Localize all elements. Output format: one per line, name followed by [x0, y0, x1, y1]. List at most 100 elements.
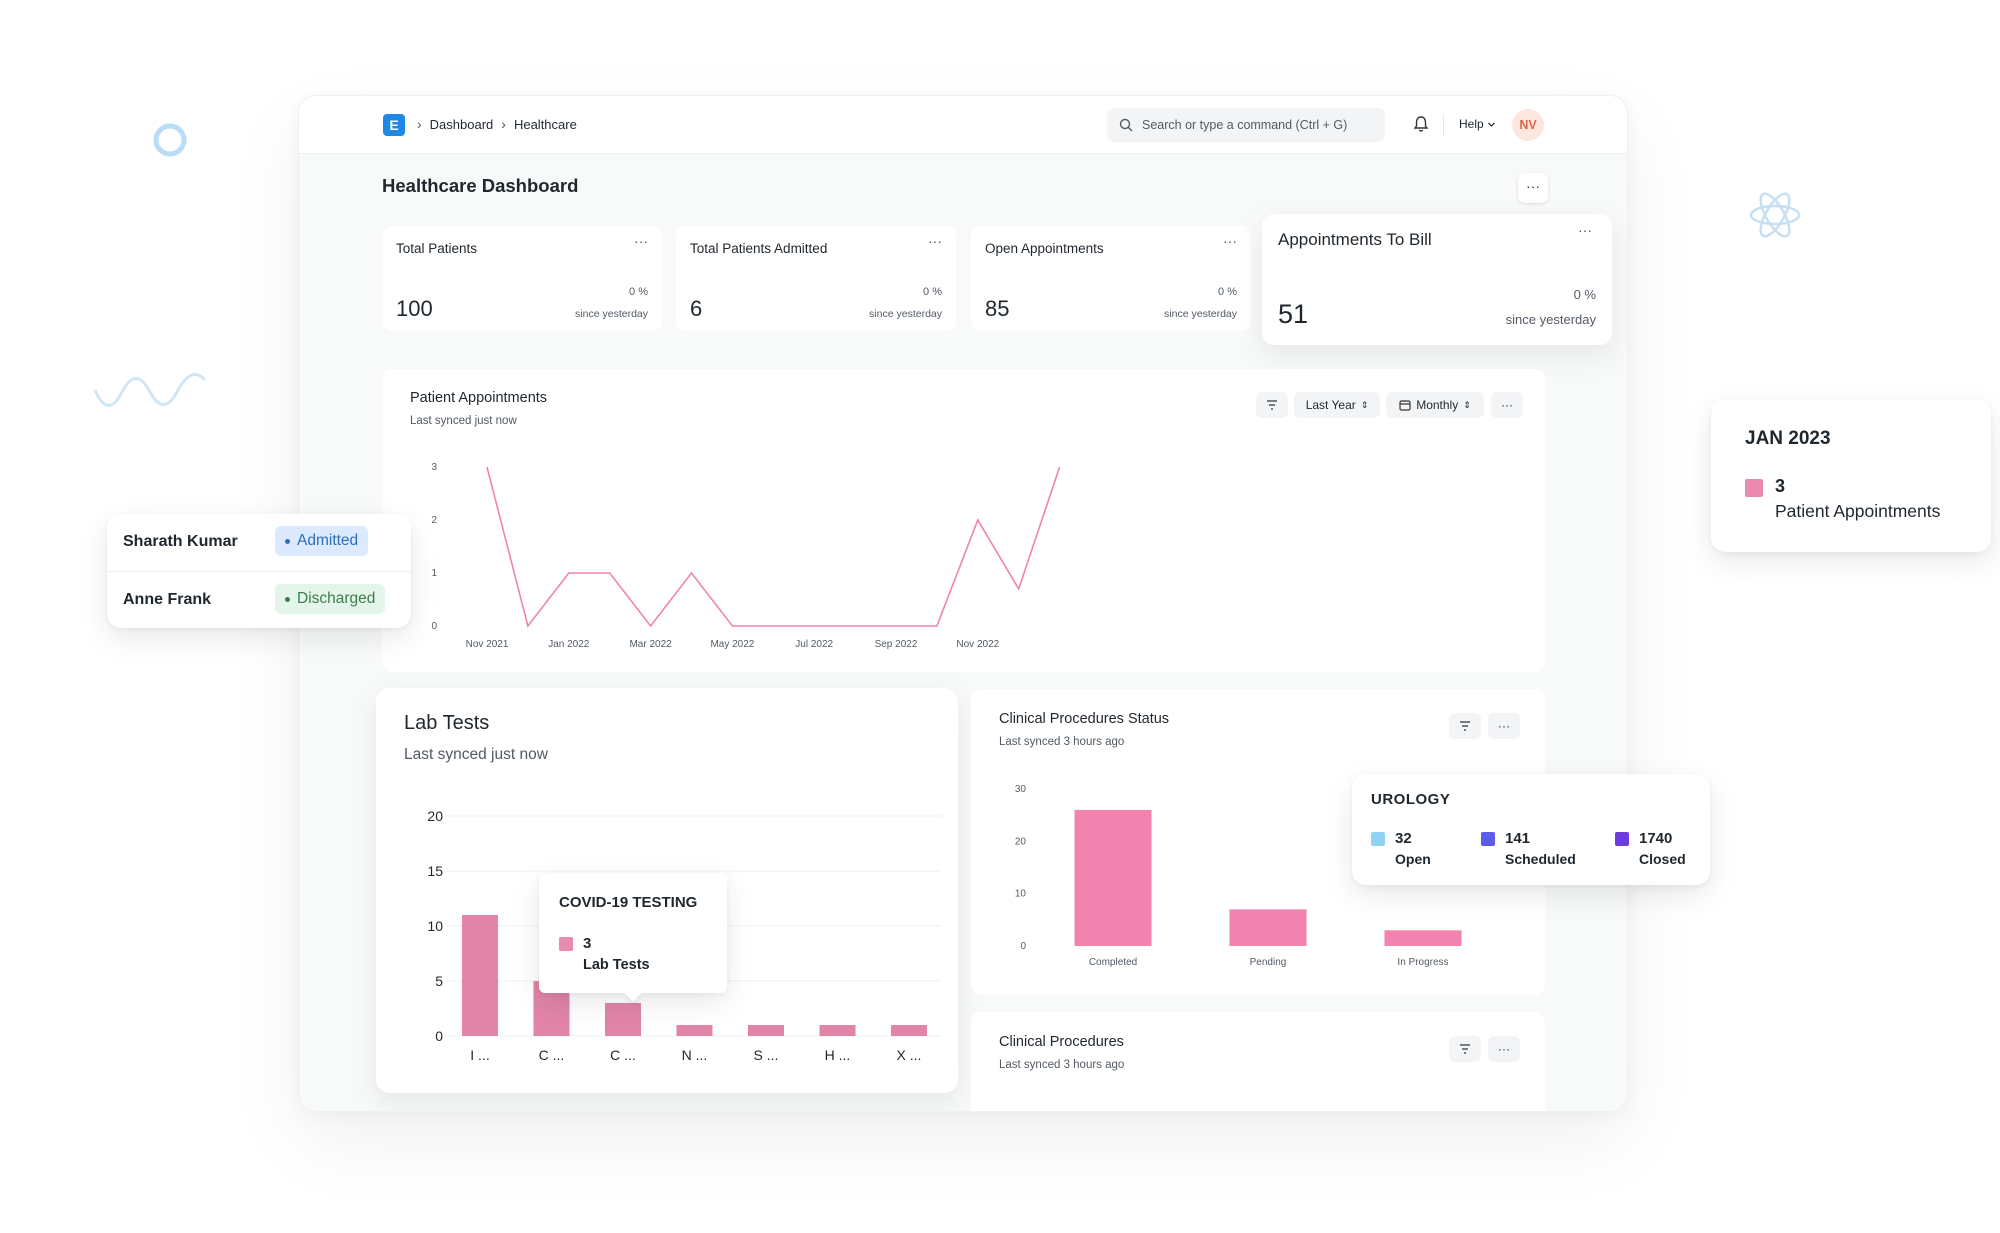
tooltip-title: COVID-19 TESTING [559, 894, 698, 911]
stat-card-patients-admitted[interactable]: Total Patients Admitted ··· 6 0 % since … [676, 226, 956, 331]
search-placeholder: Search or type a command (Ctrl + G) [1142, 118, 1348, 132]
y-tick-label: 20 [1015, 836, 1027, 847]
x-tick-label: S ... [754, 1047, 779, 1063]
y-tick-label: 15 [427, 863, 443, 879]
legend-swatch [1745, 479, 1763, 497]
x-tick-label: X ... [897, 1047, 922, 1063]
search-input[interactable]: Search or type a command (Ctrl + G) [1107, 108, 1385, 142]
card-menu-button[interactable]: ··· [634, 233, 648, 249]
bar [1074, 809, 1152, 946]
urology-label-closed: Closed [1639, 851, 1686, 867]
chart-title: Lab Tests [404, 712, 490, 734]
bar [819, 1025, 856, 1036]
search-icon [1119, 118, 1133, 132]
y-tick-label: 20 [427, 808, 443, 824]
status-label: Admitted [297, 532, 359, 549]
urology-tooltip: UROLOGY 32 Open 141 Scheduled 1740 Close… [1352, 774, 1710, 885]
stat-since: since yesterday [1164, 308, 1237, 320]
data-point [1058, 466, 1061, 469]
card-menu-button[interactable]: ··· [1578, 222, 1592, 238]
select-arrows-icon: ⇕ [1463, 399, 1471, 410]
help-dropdown[interactable]: Help [1459, 117, 1496, 131]
chart-subtitle: Last synced just now [404, 746, 548, 763]
breadcrumb-healthcare[interactable]: Healthcare [513, 116, 577, 132]
breadcrumb: › Dashboard › Healthcare [417, 116, 577, 132]
stat-card-appointments-to-bill[interactable]: Appointments To Bill ··· 51 0 % since ye… [1262, 214, 1612, 345]
notification-bell-icon[interactable] [1411, 114, 1431, 134]
lab-tests-tooltip: COVID-19 TESTING 3 Lab Tests [539, 873, 727, 1002]
data-point [649, 625, 652, 628]
bar [891, 1025, 927, 1036]
card-menu-button[interactable]: ··· [928, 233, 942, 249]
x-tick-label: I ... [470, 1047, 489, 1063]
clinical-status-bar-chart: 0 10 20 30 Completed Pending In Progress [1015, 784, 1462, 968]
x-tick-label: Mar 2022 [629, 639, 672, 650]
x-tick-label: May 2022 [710, 639, 754, 650]
y-tick-label: 10 [427, 918, 443, 934]
tooltip-label: Lab Tests [583, 957, 650, 973]
filter-icon [1460, 1044, 1470, 1054]
x-tick-label: Jul 2022 [795, 639, 833, 650]
bar [676, 1025, 713, 1036]
squiggle-decoration [93, 372, 207, 407]
status-dot [285, 538, 290, 544]
x-tick-label: Sep 2022 [875, 639, 918, 650]
tooltip-title: UROLOGY [1371, 791, 1451, 808]
filter-icon [1267, 400, 1277, 410]
urology-value-closed: 1740 [1639, 830, 1673, 847]
bar [1384, 930, 1462, 946]
urology-label-open: Open [1395, 851, 1431, 867]
y-tick-label: 10 [1015, 889, 1027, 900]
chart-title: Clinical Procedures Status [999, 711, 1170, 727]
data-point [854, 625, 857, 628]
card-menu-button[interactable]: ··· [1223, 233, 1237, 249]
stat-value: 85 [985, 296, 1010, 321]
filter-button[interactable] [1449, 713, 1481, 739]
data-point [813, 625, 816, 628]
legend-swatch [559, 937, 573, 951]
filter-button[interactable] [1256, 392, 1288, 418]
chevron-down-icon [1487, 122, 1495, 127]
stat-title: Open Appointments [985, 241, 1104, 256]
data-point [772, 625, 775, 628]
x-tick-label: Nov 2022 [956, 639, 999, 650]
top-navbar: E › Dashboard › Healthcare Search or typ… [299, 96, 1627, 154]
stat-card-total-patients[interactable]: Total Patients ··· 100 0 % since yesterd… [382, 226, 662, 331]
data-point [935, 625, 938, 628]
bar [462, 915, 498, 1036]
atom-decoration [1749, 192, 1801, 238]
user-avatar[interactable]: NV [1512, 109, 1544, 141]
urology-value-open: 32 [1395, 830, 1412, 847]
data-point [1017, 587, 1020, 590]
patient-status-card: Sharath Kumar Admitted Anne Frank Discha… [107, 514, 411, 628]
y-tick-label: 0 [435, 1028, 443, 1044]
patient-name: Anne Frank [123, 591, 212, 608]
x-tick-label: N ... [682, 1047, 708, 1063]
interval-label: Monthly [1416, 398, 1459, 412]
appointments-tooltip: JAN 2023 3 Patient Appointments [1711, 400, 1991, 552]
interval-select[interactable]: Monthly ⇕ [1386, 392, 1484, 418]
calendar-icon [1399, 400, 1411, 411]
chart-subtitle: Last synced 3 hours ago [999, 736, 1125, 748]
status-badge-discharged: Discharged [275, 584, 386, 614]
chart-menu-button[interactable]: ··· [1488, 1036, 1520, 1062]
chart-subtitle: Last synced 3 hours ago [999, 1059, 1125, 1071]
stat-card-open-appointments[interactable]: Open Appointments ··· 85 0 % since yeste… [971, 226, 1251, 331]
page-menu-button[interactable]: ··· [1518, 173, 1548, 203]
bar [748, 1025, 784, 1036]
range-label: Last Year [1305, 398, 1356, 412]
range-select[interactable]: Last Year ⇕ [1294, 392, 1380, 418]
app-logo[interactable]: E [383, 114, 405, 136]
breadcrumb-dashboard[interactable]: Dashboard [429, 116, 494, 132]
chart-menu-button[interactable]: ··· [1491, 392, 1523, 418]
chart-menu-button[interactable]: ··· [1488, 713, 1520, 739]
patient-name: Sharath Kumar [123, 533, 238, 550]
data-point [976, 519, 979, 522]
legend-swatch-open [1371, 832, 1385, 846]
divider [1443, 115, 1444, 135]
help-label: Help [1459, 117, 1484, 131]
data-point [608, 572, 611, 575]
stat-title: Total Patients Admitted [690, 241, 828, 256]
filter-button[interactable] [1449, 1036, 1481, 1062]
data-point [895, 625, 898, 628]
